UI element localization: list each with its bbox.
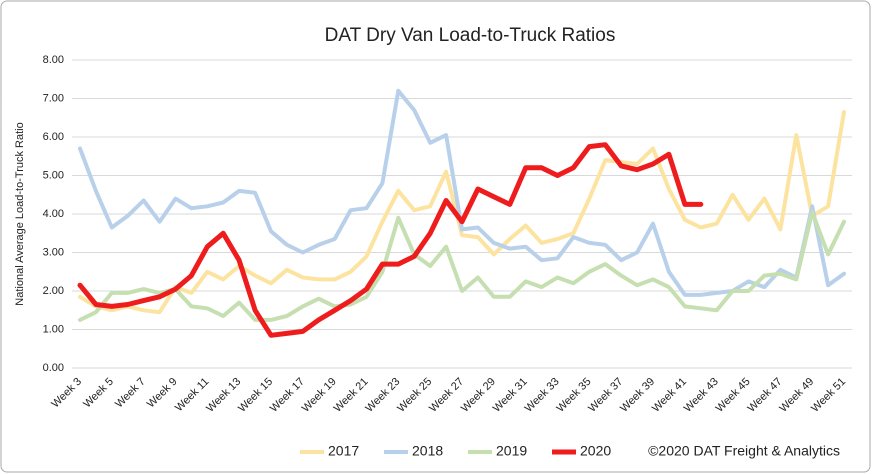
y-tick-label: 4.00	[43, 208, 64, 220]
y-tick-label: 5.00	[43, 169, 64, 181]
series-line	[78, 110, 846, 315]
series-line	[78, 88, 846, 297]
legend-label: 2018	[412, 443, 443, 459]
y-tick-label: 0.00	[43, 362, 64, 374]
legend-label: 2019	[496, 443, 527, 459]
legend-label: 2020	[580, 443, 611, 459]
series-line	[77, 142, 704, 338]
y-tick-label: 8.00	[43, 54, 64, 66]
y-tick-label: 1.00	[43, 323, 64, 335]
y-axis-label: National Average Load-to-Truck Ratio	[14, 122, 26, 305]
y-tick-label: 2.00	[43, 285, 64, 297]
legend-label: 2017	[328, 443, 359, 459]
y-tick-label: 6.00	[43, 131, 64, 143]
y-tick-label: 7.00	[43, 92, 64, 104]
credit: ©2020 DAT Freight & Analytics	[648, 443, 840, 459]
y-tick-label: 3.00	[43, 246, 64, 258]
chart-title: DAT Dry Van Load-to-Truck Ratios	[325, 25, 616, 46]
series-line	[78, 210, 846, 322]
